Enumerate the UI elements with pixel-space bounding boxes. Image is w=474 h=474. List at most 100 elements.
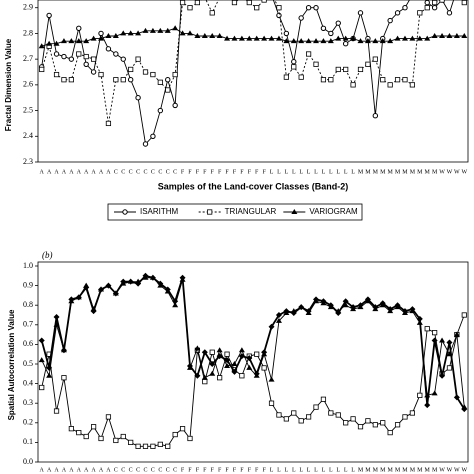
point bbox=[209, 33, 216, 38]
point bbox=[342, 41, 349, 47]
point bbox=[53, 71, 60, 78]
x-tick-label: L bbox=[322, 467, 326, 473]
point bbox=[61, 53, 67, 60]
point bbox=[216, 33, 223, 38]
x-tick-label: L bbox=[336, 169, 340, 175]
point bbox=[98, 35, 105, 41]
point bbox=[98, 435, 104, 442]
point bbox=[120, 56, 126, 62]
point bbox=[254, 5, 260, 11]
point bbox=[327, 38, 334, 44]
x-tick-label: L bbox=[314, 467, 318, 473]
point bbox=[283, 38, 290, 44]
point bbox=[409, 306, 416, 313]
point bbox=[217, 375, 223, 381]
x-tick-label: M bbox=[365, 467, 371, 473]
point bbox=[209, 10, 215, 16]
point bbox=[164, 27, 171, 33]
point bbox=[424, 35, 431, 41]
point bbox=[283, 308, 290, 315]
y-tick-label: 2.7 bbox=[23, 54, 33, 63]
x-tick-label: F bbox=[181, 467, 185, 473]
x-tick-label: A bbox=[47, 169, 52, 175]
x-tick-label: F bbox=[211, 169, 215, 175]
x-tick-label: L bbox=[285, 467, 289, 473]
point bbox=[424, 402, 431, 409]
point bbox=[387, 306, 394, 313]
x-tick-label: F bbox=[225, 169, 229, 175]
point bbox=[179, 274, 186, 281]
point bbox=[313, 296, 320, 303]
point bbox=[194, 0, 200, 6]
point bbox=[46, 364, 53, 371]
point bbox=[261, 35, 268, 41]
legend-label: TRIANGULAR bbox=[225, 207, 277, 216]
x-tick-label: M bbox=[395, 169, 401, 175]
point bbox=[453, 394, 460, 401]
point bbox=[298, 38, 305, 44]
point bbox=[120, 433, 126, 440]
point bbox=[61, 77, 67, 83]
x-tick-label: F bbox=[203, 467, 207, 473]
x-tick-label: M bbox=[380, 467, 386, 473]
point bbox=[328, 410, 334, 416]
point bbox=[83, 284, 90, 291]
point bbox=[112, 290, 119, 297]
point bbox=[379, 38, 386, 44]
point bbox=[350, 416, 356, 422]
x-tick-label: F bbox=[218, 467, 222, 473]
x-tick-label: L bbox=[329, 467, 333, 473]
x-tick-label: W bbox=[439, 169, 445, 175]
point bbox=[75, 38, 82, 44]
x-tick-label: L bbox=[329, 169, 333, 175]
y-tick-label: 2.3 bbox=[23, 157, 33, 166]
point bbox=[53, 51, 60, 57]
x-tick-label: F bbox=[196, 169, 200, 175]
x-tick-label: W bbox=[454, 467, 460, 473]
x-tick-label: M bbox=[380, 169, 386, 175]
x-tick-label: M bbox=[410, 169, 416, 175]
point bbox=[150, 443, 156, 449]
series-line bbox=[41, 314, 465, 447]
point bbox=[343, 66, 349, 73]
y-tick-label: 2.6 bbox=[23, 80, 33, 89]
point bbox=[416, 315, 423, 322]
point bbox=[127, 30, 134, 36]
x-tick-label: F bbox=[255, 467, 259, 473]
point bbox=[313, 404, 319, 410]
point bbox=[76, 25, 82, 31]
point bbox=[149, 274, 156, 281]
series-line bbox=[41, 277, 465, 408]
point bbox=[231, 35, 238, 41]
point bbox=[238, 347, 245, 353]
point bbox=[142, 272, 149, 279]
legend-box bbox=[107, 203, 363, 221]
point bbox=[402, 5, 408, 11]
point bbox=[372, 422, 378, 428]
point bbox=[320, 298, 327, 305]
point bbox=[224, 357, 231, 364]
x-tick-label: F bbox=[203, 169, 207, 175]
point bbox=[165, 443, 171, 449]
point bbox=[83, 61, 89, 67]
x-tick-label: C bbox=[173, 467, 177, 473]
point bbox=[461, 312, 467, 318]
x-tick-label: C bbox=[166, 169, 170, 175]
point bbox=[372, 56, 378, 62]
point bbox=[298, 74, 304, 80]
x-tick-label: A bbox=[91, 467, 96, 473]
point bbox=[38, 357, 45, 363]
x-tick-label: L bbox=[307, 467, 311, 473]
point bbox=[342, 298, 349, 305]
point bbox=[431, 337, 438, 344]
x-tick-label: A bbox=[54, 169, 59, 175]
x-tick-label: F bbox=[188, 467, 192, 473]
point bbox=[328, 30, 334, 37]
x-tick-label: M bbox=[417, 467, 423, 473]
y-tick-label: 0.9 bbox=[23, 280, 33, 289]
point bbox=[90, 35, 97, 41]
point bbox=[379, 300, 386, 307]
point bbox=[112, 33, 119, 38]
legend-marker bbox=[207, 209, 213, 215]
point bbox=[194, 345, 201, 351]
